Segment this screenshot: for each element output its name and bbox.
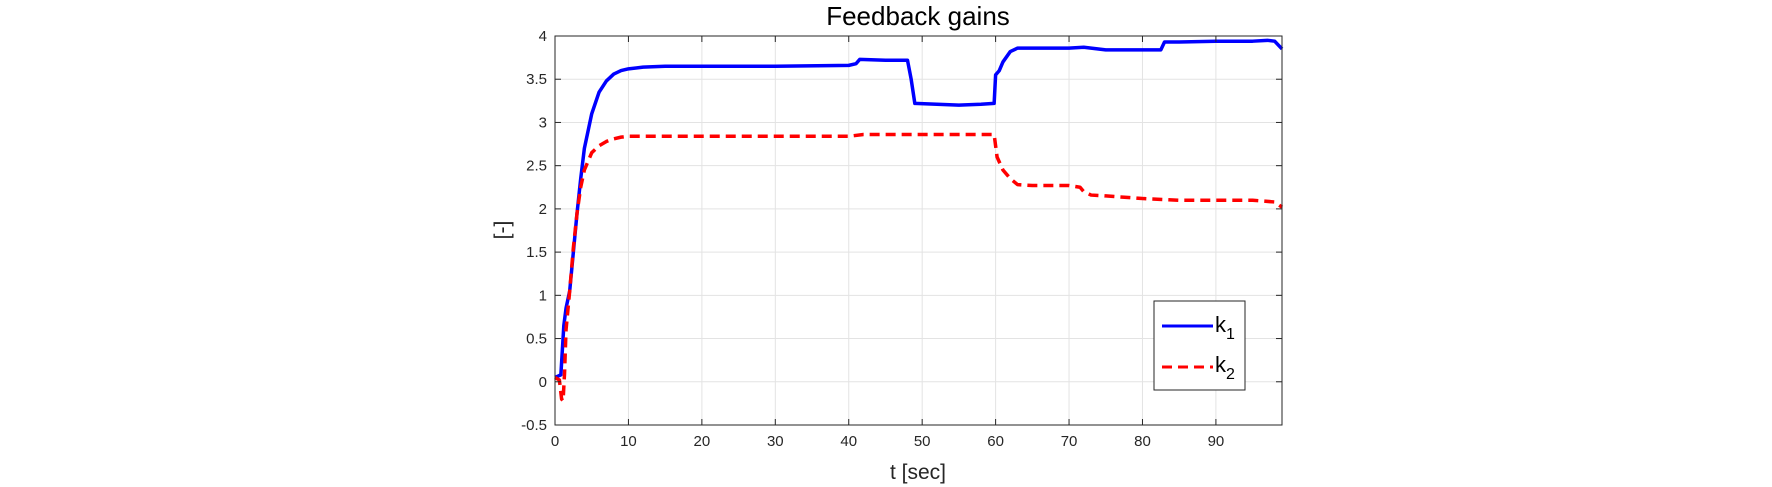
legend-k1-subscript: 1 <box>1226 326 1235 343</box>
x-tick-label: 20 <box>694 433 711 450</box>
x-tick-label: 50 <box>914 433 931 450</box>
x-tick-label: 90 <box>1208 433 1225 450</box>
x-tick-label: 0 <box>551 433 559 450</box>
y-tick-label: 0 <box>539 374 547 391</box>
x-tick-label: 30 <box>767 433 784 450</box>
y-tick-label: 3 <box>539 114 547 131</box>
x-tick-label: 10 <box>620 433 637 450</box>
series-line-k1 <box>554 38 1284 380</box>
y-axis-label: [-] <box>491 221 514 240</box>
y-tick-label: 1.5 <box>526 244 547 261</box>
legend-label-k2: k2 <box>1215 352 1235 383</box>
y-tick-label: 0.5 <box>526 331 547 348</box>
plot-frame <box>554 35 1283 426</box>
y-tick-label: 2 <box>539 201 547 218</box>
x-tick-label: 40 <box>840 433 857 450</box>
y-tick-label: -0.5 <box>521 417 547 434</box>
legend: k1 k2 <box>1153 300 1246 391</box>
chart-title: Feedback gains <box>826 1 1010 31</box>
series-line-k2 <box>554 132 1284 403</box>
series-layer <box>554 38 1284 403</box>
legend-box <box>1153 300 1246 391</box>
x-tick-label: 70 <box>1061 433 1078 450</box>
y-tick-label: 1 <box>539 287 547 304</box>
y-tick-label: 2.5 <box>526 158 547 175</box>
y-tick-label: 3.5 <box>526 71 547 88</box>
ticks: 0 10 20 30 40 50 60 70 80 90-0.500.511.522.533.54 <box>521 28 1282 450</box>
x-axis-label: t [sec] <box>890 461 946 484</box>
legend-k2-subscript: 2 <box>1226 366 1235 383</box>
legend-k2-name: k <box>1215 352 1227 377</box>
x-tick-label: 60 <box>987 433 1004 450</box>
legend-label-k1: k1 <box>1215 312 1235 343</box>
y-tick-label: 4 <box>539 28 547 45</box>
legend-k1-name: k <box>1215 312 1227 337</box>
x-tick-label: 80 <box>1134 433 1151 450</box>
